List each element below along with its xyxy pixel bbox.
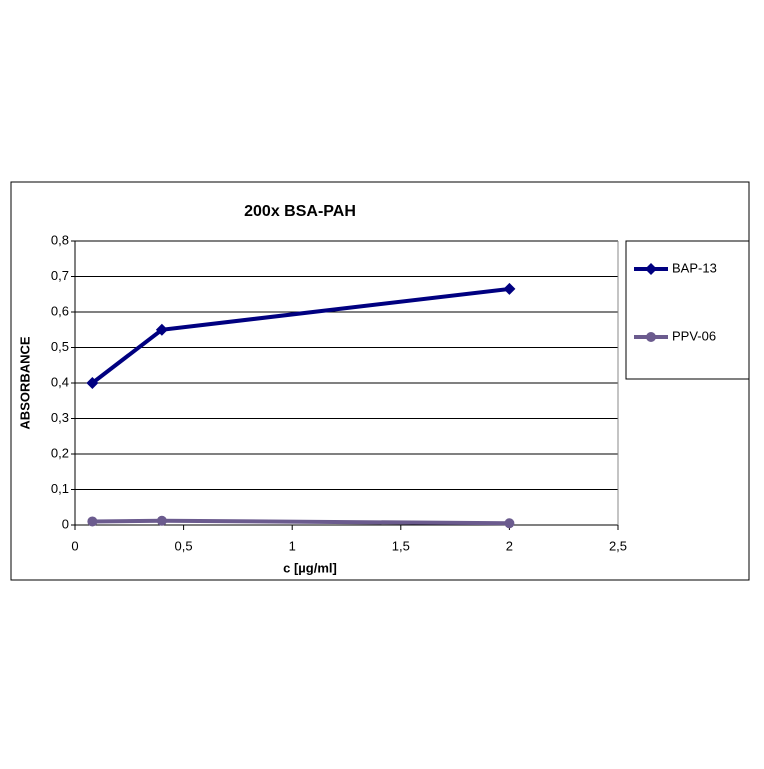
x-tick-label: 2,5 (609, 538, 627, 553)
y-axis-label: ABSORBANCE (17, 336, 32, 430)
y-tick-label: 0,6 (51, 303, 69, 318)
y-tick-label: 0,2 (51, 445, 69, 460)
x-tick-label: 0 (71, 538, 78, 553)
legend-label: PPV-06 (672, 328, 716, 343)
x-tick-label: 1 (289, 538, 296, 553)
legend-marker (645, 263, 657, 275)
data-point (86, 377, 99, 389)
data-point (87, 516, 98, 527)
x-axis-label: c [µg/ml] (283, 560, 337, 575)
y-tick-label: 0,5 (51, 339, 69, 354)
data-point (155, 323, 168, 336)
y-tick-label: 0 (62, 516, 69, 531)
data-point (503, 282, 516, 295)
x-tick-label: 0,5 (175, 538, 193, 553)
x-tick-label: 2 (506, 538, 513, 553)
y-tick-label: 0,7 (51, 268, 69, 283)
legend-box (625, 240, 750, 380)
legend-marker (646, 332, 656, 342)
legend-label: BAP-13 (672, 260, 717, 275)
x-tick-label: 1,5 (392, 538, 410, 553)
data-point (504, 518, 515, 529)
chart-title: 200x BSA-PAH (244, 203, 356, 220)
y-tick-label: 0,8 (51, 232, 69, 247)
y-tick-label: 0,3 (51, 410, 69, 425)
y-tick-label: 0,4 (51, 374, 69, 389)
y-tick-label: 0,1 (51, 481, 69, 496)
data-point (156, 515, 167, 526)
